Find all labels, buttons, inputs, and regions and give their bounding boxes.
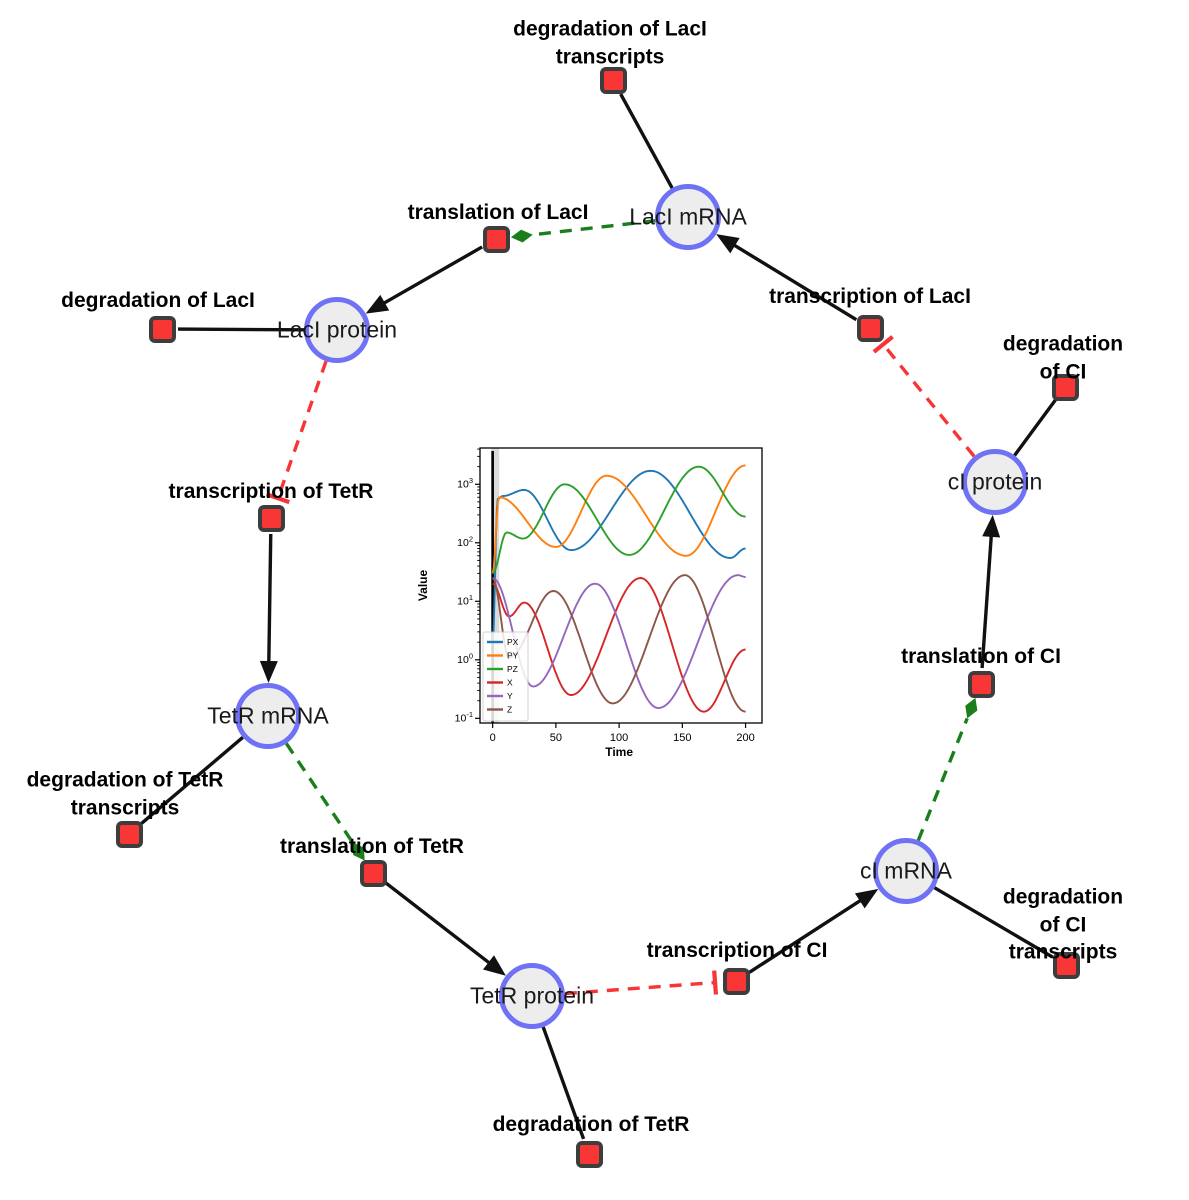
edge-ci_mrna-deg_ci_tx	[933, 886, 1054, 959]
svg-text:150: 150	[673, 732, 691, 744]
svg-text:X: X	[507, 678, 513, 688]
species-label-ci_mrna: cI mRNA	[860, 857, 952, 884]
reaction-node-transcription_ci[interactable]	[722, 967, 750, 995]
svg-text:102: 102	[457, 534, 473, 549]
edge-transcription_laci-laci_mrna	[716, 234, 858, 322]
reaction-node-deg_ci[interactable]	[1051, 373, 1079, 401]
svg-text:103: 103	[457, 476, 473, 491]
svg-text:200: 200	[736, 732, 754, 744]
reaction-node-transcription_laci[interactable]	[856, 314, 884, 342]
edge-laci_mrna-deg_laci_tx	[619, 93, 674, 189]
reaction-label-deg_tetr: degradation of TetR	[492, 1113, 690, 1137]
edge-translation_laci-laci_protein	[365, 245, 483, 314]
svg-text:PY: PY	[507, 651, 519, 661]
reaction-label-deg_ci_tx: degradation of CI transcripts	[1002, 885, 1124, 964]
species-node-ci_mrna[interactable]	[873, 838, 939, 904]
reaction-label-deg_laci: degradation of LacI	[61, 289, 255, 313]
edge-ci_protein-transcription_laci	[872, 335, 976, 458]
svg-text:Z: Z	[507, 705, 512, 715]
species-node-tetr_mrna[interactable]	[235, 683, 301, 749]
edge-translation_tetr-tetr_protein	[384, 881, 506, 976]
chart-line-PX	[491, 469, 746, 643]
reaction-node-translation_ci[interactable]	[967, 670, 995, 698]
reaction-label-transcription_ci: transcription of CI	[646, 939, 828, 963]
reaction-label-deg_ci: degradation of CI	[1002, 332, 1124, 383]
svg-text:10-1: 10-1	[455, 710, 473, 725]
chart-svg: 0 50 100 150 20010-1100101102103TimeValuePXP…	[416, 447, 763, 759]
reaction-node-deg_laci[interactable]	[148, 315, 176, 343]
chart-line-Y	[492, 574, 746, 709]
chart-frame	[479, 447, 763, 724]
reaction-node-deg_tetr_tx[interactable]	[115, 820, 143, 848]
svg-text:Y: Y	[507, 691, 513, 701]
species-node-tetr_protein[interactable]	[499, 963, 565, 1029]
reaction-node-translation_laci[interactable]	[482, 225, 510, 253]
reaction-label-transcription_laci: transcription of LacI	[769, 285, 971, 309]
species-node-ci_protein[interactable]	[962, 449, 1028, 515]
chart-line-PZ	[492, 465, 746, 575]
species-label-tetr_mrna: TetR mRNA	[207, 702, 329, 729]
edge-ci_protein-deg_ci	[1013, 398, 1057, 457]
reaction-node-deg_laci_tx[interactable]	[599, 66, 627, 94]
species-label-laci_mrna: LacI mRNA	[629, 203, 747, 230]
species-label-ci_protein: cI protein	[947, 468, 1043, 495]
svg-text:100: 100	[610, 732, 628, 744]
svg-text:0: 0	[490, 732, 496, 744]
reaction-node-translation_tetr[interactable]	[359, 859, 387, 887]
inset-timecourse-chart: 0 50 100 150 200 10-1 100 101 102 103 Time Value PX P…	[412, 428, 782, 768]
reaction-node-transcription_tetr[interactable]	[257, 504, 285, 532]
svg-text:100: 100	[457, 651, 473, 666]
svg-text:50: 50	[550, 732, 562, 744]
chart-series-group	[491, 464, 746, 713]
svg-text:PZ: PZ	[507, 664, 518, 674]
chart-ylabel: Value	[416, 570, 430, 602]
chart-xlabel: Time	[605, 745, 633, 759]
edge-laci_protein-deg_laci	[177, 327, 305, 332]
reaction-node-deg_ci_tx[interactable]	[1052, 951, 1080, 979]
chart-line-PY	[491, 464, 746, 574]
edge-tetr_mrna-translation_tetr	[284, 742, 365, 861]
chart-legend: PX PY PZ XYZ	[482, 631, 529, 722]
reaction-label-translation_ci: translation of CI	[901, 645, 1061, 669]
edge-translation_ci-ci_protein	[980, 514, 1001, 669]
reaction-label-deg_tetr_tx: degradation of TetR transcripts	[26, 768, 224, 819]
edge-laci_mrna-translation_laci	[510, 219, 656, 243]
svg-text:101: 101	[457, 593, 473, 608]
reaction-label-transcription_tetr: transcription of TetR	[168, 480, 374, 504]
reaction-label-translation_laci: translation of LacI	[407, 201, 589, 225]
species-node-laci_protein[interactable]	[304, 297, 370, 363]
edge-tetr_protein-deg_tetr	[541, 1026, 586, 1140]
chart-line-Z	[491, 574, 746, 713]
svg-text:PX: PX	[507, 637, 519, 647]
species-label-laci_protein: LacI protein	[276, 316, 398, 343]
edge-tetr_mrna-deg_tetr_tx	[140, 736, 244, 825]
edge-ci_mrna-translation_ci	[916, 697, 978, 842]
reaction-label-translation_tetr: translation of TetR	[280, 835, 464, 859]
reaction-node-deg_tetr[interactable]	[575, 1140, 603, 1168]
edge-tetr_protein-transcription_ci	[564, 970, 719, 996]
edge-transcription_tetr-tetr_mrna	[259, 533, 278, 684]
species-node-laci_mrna[interactable]	[655, 184, 721, 250]
edge-transcription_ci-ci_mrna	[748, 888, 879, 974]
species-label-tetr_protein: TetR protein	[469, 982, 595, 1009]
edge-laci_protein-transcription_tetr	[265, 360, 328, 505]
reaction-label-deg_laci_tx: degradation of LacI transcripts	[513, 17, 707, 68]
